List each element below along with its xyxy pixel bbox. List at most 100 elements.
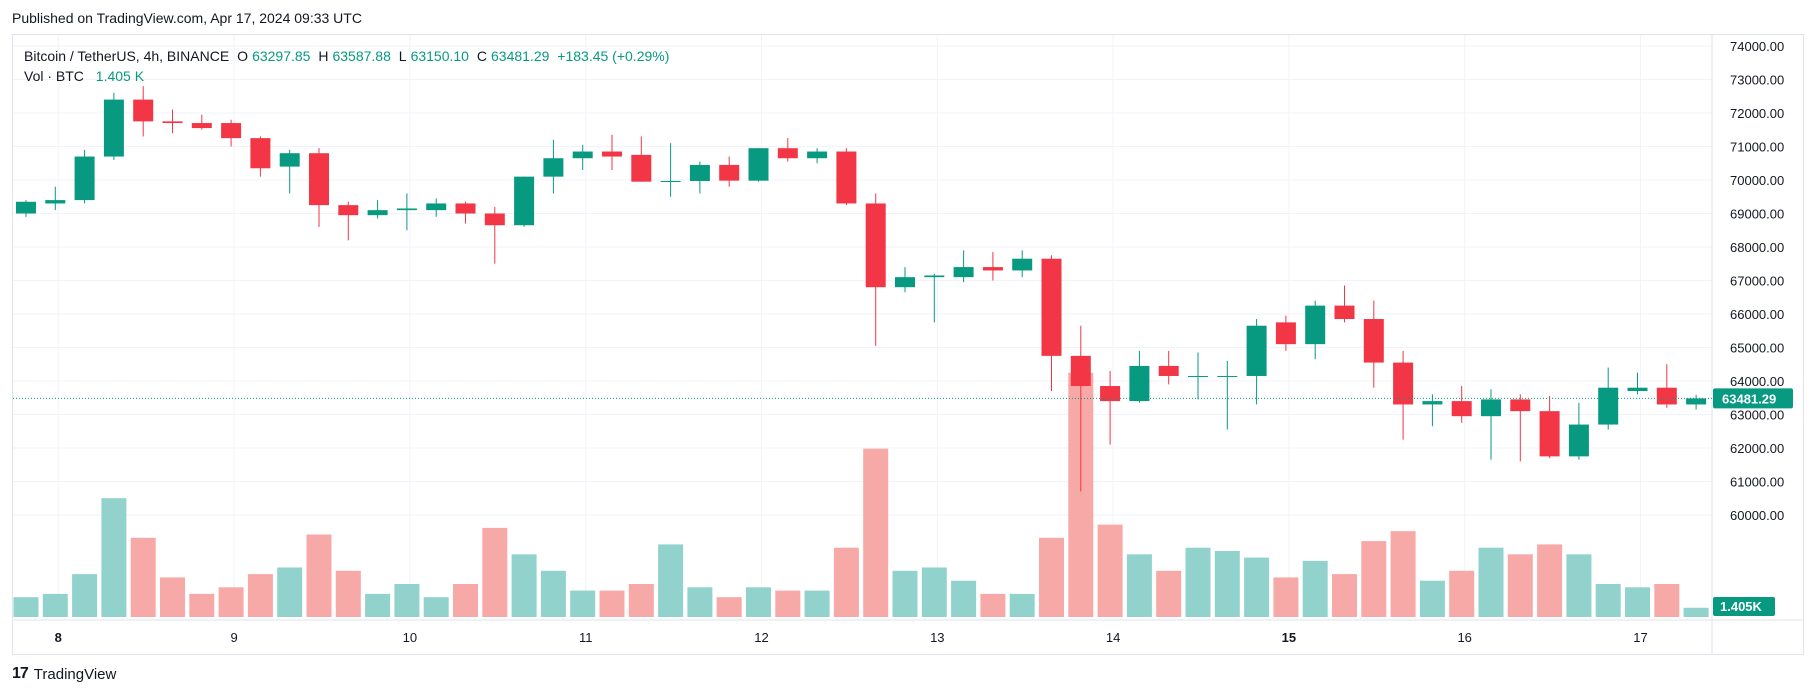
volume-bar (980, 593, 1006, 617)
volume-bar (277, 567, 303, 617)
candle-body (1393, 362, 1414, 405)
x-tick-label: 12 (754, 630, 768, 645)
volume-bar (160, 577, 185, 617)
candle-body (602, 151, 622, 157)
candle-body (1100, 386, 1121, 402)
y-tick-label: 65000.00 (1730, 341, 1784, 356)
volume-bar (1595, 584, 1621, 617)
volume-bar (1009, 593, 1035, 617)
x-tick-label: 14 (1106, 630, 1120, 645)
volume-bar (306, 534, 332, 617)
candle-body (1510, 399, 1531, 412)
candle-body (309, 153, 329, 206)
volume-bar (13, 597, 39, 617)
volume-bar (511, 554, 537, 617)
y-tick-label: 71000.00 (1730, 140, 1784, 155)
volume-bar (365, 593, 391, 617)
candle-body (455, 203, 476, 214)
candle-body (1129, 365, 1150, 402)
volume-bar (1214, 551, 1240, 617)
volume-bar (716, 597, 742, 617)
x-tick-label: 11 (579, 630, 593, 645)
volume-bar (1302, 560, 1328, 617)
candle-body (836, 151, 857, 204)
price-chart[interactable]: 74000.00 73000.00 72000.00 71000.00 70000.00… (0, 0, 1813, 660)
volume-bar (1566, 554, 1592, 617)
y-tick-label: 63000.00 (1730, 408, 1784, 423)
volume-bar (189, 593, 215, 617)
candle-body (1041, 258, 1062, 356)
volume-bar (1478, 547, 1504, 617)
volume-value: 1.405 K (95, 68, 145, 84)
candle-body (719, 164, 740, 181)
candle-body (1481, 399, 1501, 417)
volume-bar (804, 590, 830, 617)
candle-body (367, 210, 388, 216)
volume-bar (1507, 554, 1533, 617)
y-tick-label: 68000.00 (1730, 240, 1784, 255)
x-tick-label: 10 (403, 630, 417, 645)
candle-body (1539, 411, 1560, 457)
y-tick-label: 64000.00 (1730, 374, 1784, 389)
candle-body (16, 201, 36, 214)
symbol-title[interactable]: Bitcoin / TetherUS, 4h, BINANCE (24, 48, 230, 64)
volume-bar (1625, 587, 1650, 617)
candle-body (572, 151, 593, 159)
volume-bar (628, 584, 654, 617)
candle-body (1656, 387, 1677, 405)
last-price-badge (1713, 388, 1793, 409)
candle-body (689, 164, 710, 182)
candle-body (1334, 305, 1355, 320)
volume-bar (1126, 554, 1152, 617)
volume-label[interactable]: Vol · BTC (24, 68, 84, 84)
candle-body (1070, 355, 1091, 387)
candle-body (279, 153, 300, 167)
volume-bar (335, 570, 361, 617)
volume-bar (1361, 541, 1387, 617)
close-label: C (476, 48, 487, 64)
tradingview-footer[interactable]: 17 TradingView (12, 665, 116, 683)
candle-body (133, 99, 154, 122)
candle-body (1363, 319, 1384, 363)
volume-bar (218, 587, 244, 617)
volume-bar (775, 590, 801, 617)
candle-body (895, 277, 915, 288)
x-tick-label: 13 (930, 630, 944, 645)
candle-body (250, 138, 271, 169)
x-tick-label: 15 (1282, 630, 1296, 645)
tradingview-logo-icon: 17 (12, 665, 29, 682)
volume-bar (1097, 524, 1123, 617)
volume-bar (658, 544, 684, 617)
y-tick-label: 61000.00 (1730, 475, 1784, 490)
volume-bar (599, 590, 625, 617)
low-label: L (398, 48, 407, 64)
chart-frame (12, 34, 1804, 655)
candle-body (631, 154, 652, 182)
published-caption: Published on TradingView.com, Apr 17, 20… (12, 10, 362, 26)
x-tick-label: 16 (1457, 630, 1471, 645)
volume-bar (423, 597, 449, 617)
candle-body (1598, 387, 1619, 425)
candle-body (396, 208, 417, 211)
close-value: 63481.29 (491, 48, 550, 64)
volume-bar (1244, 557, 1270, 617)
y-tick-label: 73000.00 (1730, 73, 1784, 88)
volume-bar (1156, 570, 1182, 617)
volume-bar (1449, 570, 1475, 617)
brand-name: TradingView (33, 665, 117, 683)
high-label: H (318, 48, 329, 64)
volume-bar (570, 590, 596, 617)
volume-bar (247, 574, 273, 617)
candle-body (865, 203, 886, 288)
volume-bar (1273, 577, 1299, 617)
volume-bar (394, 584, 420, 617)
x-tick-label: 8 (55, 630, 62, 645)
last-price-label: 63481.29 (1722, 391, 1776, 406)
candle-body (221, 123, 242, 139)
symbol-legend: Bitcoin / TetherUS, 4h, BINANCE O 63297.85… (24, 46, 673, 66)
candle-body (45, 200, 66, 204)
volume-bar (1654, 584, 1680, 617)
last-volume-label: 1.405K (1720, 599, 1763, 614)
candle-body (1305, 305, 1326, 345)
change-value: +183.45 (+0.29%) (557, 48, 670, 64)
